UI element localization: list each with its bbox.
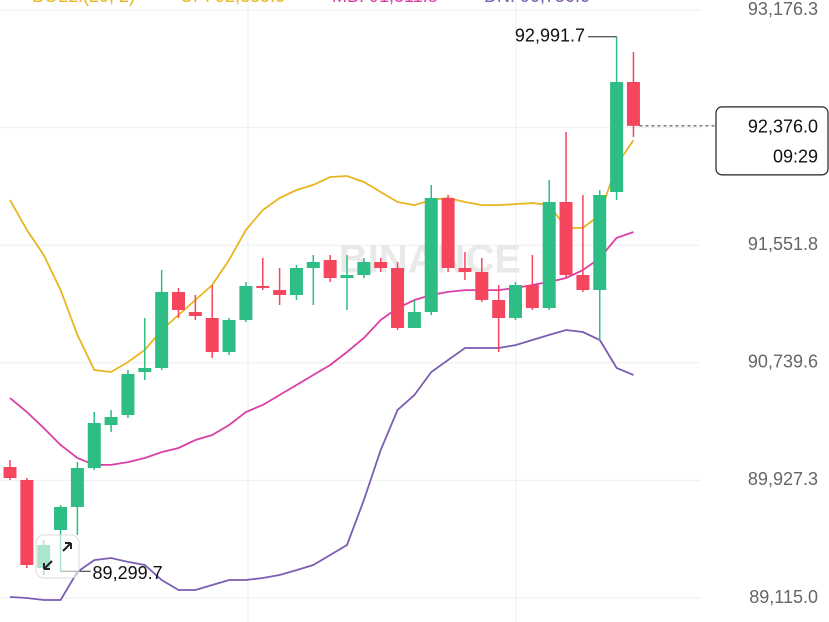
candle-body [441,197,455,269]
price-value: 92,376.0 [748,117,818,137]
candle-body [289,268,303,296]
y-tick-label: 93,176.3 [748,0,818,19]
legend-indicator: BOLL:(20, 2) [32,0,135,6]
candle-body [559,201,573,275]
candle-body [54,507,68,530]
legend-entry: UP: 92,335.0 [180,0,285,6]
candle-body [222,320,236,353]
candle-body [340,274,354,279]
candle-body [205,317,219,353]
y-tick-label: 89,927.3 [748,469,818,489]
candle-body [138,368,152,372]
annotation-label: 92,991.7 [515,25,585,45]
candle-body [323,259,337,279]
candle-body [542,201,556,309]
expand-button[interactable] [35,534,80,579]
candle-body [357,261,371,275]
candle-body [273,289,287,296]
candle-body [509,284,522,318]
candle-body [256,285,270,288]
expand-icon[interactable] [35,534,80,579]
candle-body [87,423,101,469]
candle-body [391,268,405,328]
candle-body [492,299,506,318]
candle-body [475,271,489,300]
candle-body [576,274,590,290]
y-tick-label: 90,739.6 [748,352,818,372]
band-line [9,139,635,373]
legend-entry: DN: 90,750.0 [484,0,590,6]
candle-body [172,292,185,311]
candle-body [188,311,202,316]
candle-body [593,195,607,290]
y-tick-label: 91,551.8 [748,234,818,254]
candle-body [610,81,624,193]
candle-body [155,292,169,369]
legend-entry: MB: 91,311.8 [332,0,438,6]
candles [3,36,640,575]
candle-body [239,285,253,321]
candle-body [525,284,539,309]
expand-arrows [43,542,72,570]
candle-body [424,197,438,312]
candle-body [626,81,640,126]
candle-body [3,467,17,479]
annotation-label: 89,299.7 [93,563,163,583]
candle-body [20,480,34,566]
candle-body [306,261,320,269]
candle-body [407,311,421,328]
candle-body [374,261,388,269]
price-time: 09:29 [773,147,818,167]
price-box [715,106,829,176]
y-tick-label: 89,115.0 [749,587,818,607]
band-line [9,329,634,601]
candle-body [121,373,135,415]
legend: BOLL:(20, 2) UP: 92,335.0 MB: 91,311.8 DN: … [32,0,590,6]
candle-body [70,468,84,508]
candle-body [104,416,118,426]
candle-body [458,268,472,272]
